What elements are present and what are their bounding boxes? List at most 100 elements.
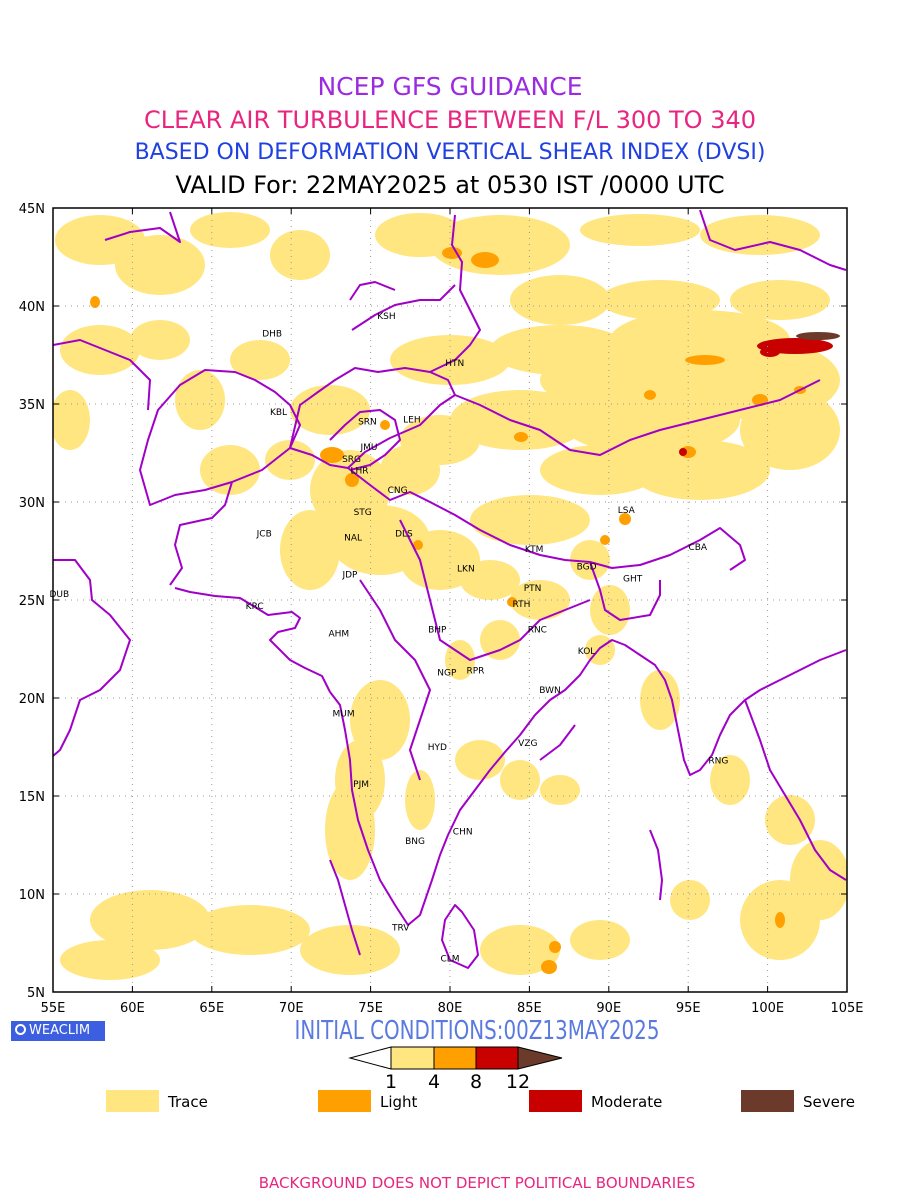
turbulence-trace-area — [300, 925, 400, 975]
turbulence-trace-area — [450, 390, 590, 450]
station-label-trv: TRV — [391, 923, 410, 933]
turbulence-trace-area — [190, 905, 310, 955]
turbulence-trace-area — [470, 495, 590, 545]
turbulence-trace-area — [540, 445, 660, 495]
turbulence-trace-area — [540, 775, 580, 805]
station-label-cng: CNG — [388, 486, 408, 496]
boundary-line — [349, 281, 396, 301]
graticule — [53, 208, 847, 992]
station-label-hyd: HYD — [428, 743, 447, 753]
turbulence-trace-area — [175, 370, 225, 430]
boundary-line — [289, 367, 456, 469]
lat-tick-label: 30N — [19, 496, 45, 511]
lon-tick-label: 75E — [358, 1001, 383, 1016]
turbulence-trace-area — [600, 280, 720, 320]
globe-icon — [15, 1024, 26, 1035]
station-label-kbl: KBL — [270, 408, 287, 418]
boundary-line — [744, 699, 847, 881]
legend-label: Severe — [803, 1093, 855, 1111]
boundary-line — [589, 561, 661, 621]
station-label-lkn: LKN — [457, 565, 475, 575]
turbulence-trace-area — [430, 215, 570, 275]
station-label-kol: KOL — [578, 647, 596, 657]
turbulence-trace-area — [130, 320, 190, 360]
turbulence-trace-area — [640, 670, 680, 730]
turbulence-light-area — [600, 535, 610, 545]
boundary-line — [699, 209, 847, 271]
turbulence-trace-area — [445, 640, 475, 680]
turbulence-trace-area — [765, 795, 815, 845]
lat-tick-label: 45N — [19, 202, 45, 217]
turbulence-trace-area — [270, 230, 330, 280]
turbulence-trace-area — [60, 325, 140, 375]
turbulence-trace-area — [480, 620, 520, 660]
turbulence-light-area — [514, 432, 528, 442]
lon-tick-label: 80E — [438, 1001, 463, 1016]
turbulence-moderate-area — [760, 347, 780, 357]
turbulence-trace-area — [700, 215, 820, 255]
station-label-clm: CLM — [440, 955, 459, 965]
station-label-nal: NAL — [344, 533, 362, 543]
turbulence-trace-area — [570, 540, 610, 580]
station-labels: KSH DHB HTN KBL SRN LEH JMU SRG LHR CNG STG JCB NAL D… — [50, 312, 729, 965]
turbulence-light-area — [442, 247, 462, 259]
boundary-line — [429, 214, 481, 373]
turbulence-trace-area — [560, 385, 740, 455]
station-label-ngp: NGP — [437, 669, 457, 679]
turbulence-moderate-area — [679, 448, 687, 456]
station-label-bng: BNG — [405, 837, 425, 847]
legend-swatch-moderate — [529, 1090, 582, 1112]
turbulence-trace-area — [455, 740, 505, 780]
turbulence-light-area — [775, 912, 785, 928]
station-label-ktm: KTM — [525, 545, 543, 555]
legend-swatch-severe — [741, 1090, 794, 1112]
turbulence-light-area — [380, 420, 390, 430]
station-label-dls: DLS — [395, 529, 413, 539]
station-label-rng: RNG — [708, 757, 728, 767]
turbulence-trace-area — [670, 880, 710, 920]
station-label-dub: DUB — [50, 590, 70, 600]
turbulence-light-area — [90, 296, 100, 308]
turbulence-trace-area — [230, 340, 290, 380]
station-label-ght: GHT — [623, 574, 643, 584]
turbulence-trace-area — [280, 510, 340, 590]
station-label-lhr: LHR — [350, 467, 368, 477]
turbulence-trace-area — [510, 275, 610, 325]
turbulence-light-area — [413, 540, 423, 550]
lon-tick-label: 95E — [676, 1001, 701, 1016]
lon-tick-label: 60E — [120, 1001, 145, 1016]
legend-label: Moderate — [591, 1093, 663, 1111]
lon-tick-label: 65E — [199, 1001, 224, 1016]
turbulence-light-area — [549, 941, 561, 953]
boundary-line — [169, 481, 233, 586]
lat-tick-label: 25N — [19, 594, 45, 609]
boundary-line — [347, 467, 746, 571]
boundary-lines — [53, 209, 847, 969]
station-label-chn: CHN — [453, 827, 473, 837]
turbulence-trace-area — [740, 390, 840, 470]
turbulence-trace-area — [190, 212, 270, 248]
lon-tick-label: 90E — [596, 1001, 621, 1016]
lat-tick-label: 10N — [19, 888, 45, 903]
turbulence-trace-area — [405, 770, 435, 830]
station-label-mum: MUM — [333, 710, 355, 720]
station-label-lsa: LSA — [618, 506, 636, 516]
lat-tick-label: 5N — [27, 986, 45, 1001]
legend-swatch-light — [318, 1090, 371, 1112]
turbulence-light-area — [345, 473, 359, 487]
station-label-rth: RTH — [513, 600, 531, 610]
station-label-leh: LEH — [403, 416, 420, 426]
boundary-line — [329, 859, 361, 956]
legend-label: Trace — [168, 1093, 208, 1111]
boundary-line — [649, 829, 663, 901]
turbulence-trace-area — [390, 335, 510, 385]
lat-tick-label: 20N — [19, 692, 45, 707]
lat-tick-label: 40N — [19, 300, 45, 315]
turbulence-trace-area — [350, 680, 410, 760]
station-label-srg: SRG — [342, 455, 361, 465]
lat-tick-label: 35N — [19, 398, 45, 413]
boundary-line — [104, 211, 181, 243]
turbulence-trace-area — [90, 890, 210, 950]
turbulence-trace-area — [730, 280, 830, 320]
